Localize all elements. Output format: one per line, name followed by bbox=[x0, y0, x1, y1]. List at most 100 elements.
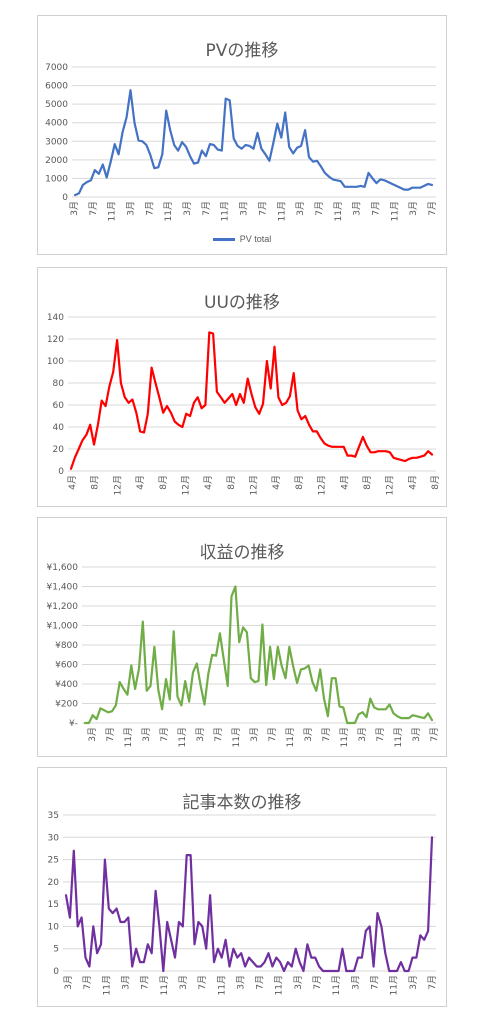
y-tick-label: ¥1,200 bbox=[47, 602, 79, 612]
y-tick-label: 6000 bbox=[45, 82, 68, 92]
y-tick-label: 2000 bbox=[45, 156, 68, 166]
y-tick-label: 3000 bbox=[45, 137, 68, 147]
x-tick-label: 12月 bbox=[180, 475, 191, 495]
y-tick-label: 80 bbox=[53, 379, 65, 389]
y-tick-label: ¥800 bbox=[55, 641, 78, 651]
y-tick-label: ¥200 bbox=[55, 700, 78, 710]
y-tick-label: ¥- bbox=[69, 719, 78, 729]
x-tick-label: 11月 bbox=[389, 201, 400, 221]
y-tick-label: 140 bbox=[47, 313, 64, 323]
x-tick-label: 11月 bbox=[276, 201, 287, 221]
x-tick-label: 3月 bbox=[178, 975, 189, 990]
x-tick-label: 3月 bbox=[63, 975, 74, 990]
pv-chart-panel: PVの推移 0 1000 2000 3000 4000 5000 6000 7000 3月 7月 1… bbox=[37, 15, 447, 255]
y-tick-label: 25 bbox=[48, 856, 59, 866]
y-tick-label: 0 bbox=[58, 467, 64, 477]
x-tick-label: 11月 bbox=[389, 975, 400, 995]
x-tick-label: 11月 bbox=[216, 975, 227, 995]
x-tick-label: 3月 bbox=[69, 201, 80, 216]
x-tick-label: 4月 bbox=[203, 475, 214, 490]
chart-title: UUの推移 bbox=[204, 293, 280, 313]
y-tick-label: 0 bbox=[53, 967, 59, 977]
x-tick-label: 11月 bbox=[274, 975, 285, 995]
x-tick-label: 7月 bbox=[105, 727, 116, 742]
x-tick-label: 3月 bbox=[408, 975, 419, 990]
x-tick-label: 8月 bbox=[294, 475, 305, 490]
x-tick-label: 3月 bbox=[357, 727, 368, 742]
y-tick-label: 5000 bbox=[45, 100, 68, 110]
x-tick-label: 3月 bbox=[195, 727, 206, 742]
y-tick-label: ¥600 bbox=[55, 661, 78, 671]
x-tick-label: 8月 bbox=[158, 475, 169, 490]
x-tick-label: 11月 bbox=[220, 201, 231, 221]
x-tick-label: 11月 bbox=[101, 975, 112, 995]
x-tick-label: 11月 bbox=[285, 727, 296, 747]
x-tick-label: 7月 bbox=[370, 201, 381, 216]
x-tick-label: 4月 bbox=[407, 475, 418, 490]
x-tick-label: 3月 bbox=[126, 201, 137, 216]
x-tick-label: 8月 bbox=[226, 475, 237, 490]
chart-title: 記事本数の推移 bbox=[182, 793, 302, 813]
x-tick-label: 11月 bbox=[339, 727, 350, 747]
x-tick-label: 11月 bbox=[333, 201, 344, 221]
y-tick-label: ¥1,000 bbox=[47, 622, 79, 632]
x-tick-label: 3月 bbox=[249, 727, 260, 742]
x-tick-label: 3月 bbox=[239, 201, 250, 216]
y-tick-label: 7000 bbox=[45, 63, 68, 73]
x-tick-label: 7月 bbox=[197, 975, 208, 990]
x-tick-label: 7月 bbox=[255, 975, 266, 990]
x-tick-label: 11月 bbox=[231, 727, 242, 747]
x-tick-label: 7月 bbox=[375, 727, 386, 742]
y-tick-label: ¥1,600 bbox=[47, 563, 79, 573]
y-tick-label: 120 bbox=[47, 335, 64, 345]
x-tick-label: 3月 bbox=[87, 727, 98, 742]
x-tick-label: 11月 bbox=[163, 201, 174, 221]
x-tick-label: 11月 bbox=[159, 975, 170, 995]
x-tick-label: 11月 bbox=[123, 727, 134, 747]
x-tick-label: 11月 bbox=[393, 727, 404, 747]
y-tick-label: 1000 bbox=[45, 174, 68, 184]
x-tick-label: 12月 bbox=[385, 475, 396, 495]
x-tick-label: 7月 bbox=[144, 201, 155, 216]
y-tick-label: ¥400 bbox=[55, 680, 78, 690]
series-line bbox=[73, 89, 434, 197]
x-tick-label: 7月 bbox=[88, 201, 99, 216]
chart-legend: PV total bbox=[38, 234, 446, 244]
x-tick-label: 3月 bbox=[295, 201, 306, 216]
series-line bbox=[64, 836, 434, 973]
x-tick-label: 7月 bbox=[314, 201, 325, 216]
x-tick-label: 12月 bbox=[249, 475, 260, 495]
x-tick-label: 3月 bbox=[293, 975, 304, 990]
chart-title: PVの推移 bbox=[205, 41, 279, 61]
x-tick-label: 12月 bbox=[317, 475, 328, 495]
x-tick-label: 7月 bbox=[429, 727, 440, 742]
y-tick-label: 40 bbox=[53, 423, 65, 433]
y-tick-label: 5 bbox=[53, 945, 59, 955]
y-tick-label: 30 bbox=[48, 833, 60, 843]
y-tick-label: 35 bbox=[48, 811, 59, 821]
y-tick-label: 60 bbox=[53, 401, 65, 411]
x-tick-label: 3月 bbox=[350, 975, 361, 990]
articles-chart-panel: 記事本数の推移 0 5 10 15 20 25 30 35 3月 7月 11月 3月 7月 11月 3月 7月… bbox=[37, 767, 447, 1007]
y-tick-label: ¥1,400 bbox=[47, 583, 79, 593]
x-tick-label: 8月 bbox=[362, 475, 373, 490]
x-tick-label: 3月 bbox=[303, 727, 314, 742]
y-tick-label: 20 bbox=[53, 445, 65, 455]
x-tick-label: 7月 bbox=[213, 727, 224, 742]
x-tick-label: 7月 bbox=[267, 727, 278, 742]
x-tick-label: 4月 bbox=[271, 475, 282, 490]
x-tick-label: 7月 bbox=[257, 201, 268, 216]
y-tick-label: 4000 bbox=[45, 119, 68, 129]
pv-chart-plot: 0 1000 2000 3000 4000 5000 6000 7000 3月 7月 11月 3月 7月… bbox=[45, 63, 438, 221]
x-tick-label: 7月 bbox=[370, 975, 381, 990]
y-tick-label: 0 bbox=[62, 193, 68, 203]
articles-chart-plot: 0 5 10 15 20 25 30 35 3月 7月 11月 3月 7月 11月 3月 7月 11月 3月 7月 1… bbox=[48, 811, 438, 995]
chart-title: 収益の推移 bbox=[199, 543, 285, 563]
x-tick-label: 7月 bbox=[140, 975, 151, 990]
legend-swatch bbox=[212, 238, 235, 242]
uu-chart-plot: 0 20 40 60 80 100 120 140 4月 8月 12月 4月 8月 12月 4月 8月 12月 4… bbox=[47, 313, 441, 495]
x-tick-label: 11月 bbox=[177, 727, 188, 747]
x-tick-label: 7月 bbox=[312, 975, 323, 990]
x-tick-label: 3月 bbox=[411, 727, 422, 742]
x-tick-label: 7月 bbox=[82, 975, 93, 990]
